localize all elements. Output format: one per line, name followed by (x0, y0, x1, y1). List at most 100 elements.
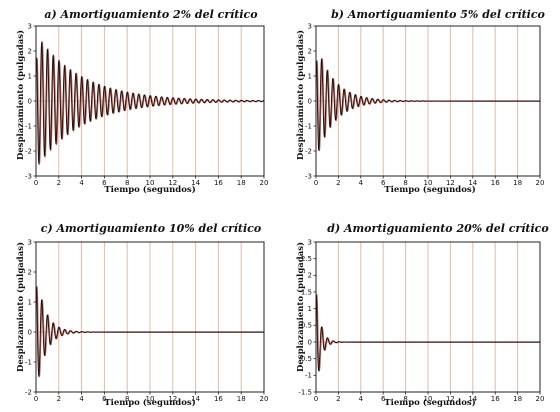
x-tick-label: 14 (191, 395, 200, 403)
x-tick-label: 18 (237, 179, 246, 187)
y-tick-label: 3 (308, 22, 312, 30)
x-axis-label: Tiempo (segundos) (384, 185, 476, 195)
x-tick-label: 8 (403, 395, 407, 403)
y-tick-label: 2 (308, 47, 312, 55)
x-tick-label: 16 (214, 395, 223, 403)
x-tick-label: 8 (403, 179, 407, 187)
x-tick-label: 16 (491, 179, 500, 187)
x-tick-label: 20 (260, 179, 269, 187)
chart-title: b) Amortiguamiento 5% del crítico (331, 8, 545, 21)
y-tick-label: -3 (305, 172, 312, 180)
series-line (35, 41, 264, 165)
series-group (315, 58, 541, 152)
chart-panel-b: b) Amortiguamiento 5% del crítico Despla… (280, 0, 560, 200)
x-tick-label: 12 (168, 395, 177, 403)
y-tick-label: -3 (25, 172, 32, 180)
y-tick-label: -1 (25, 358, 32, 366)
y-tick-label: 2 (28, 47, 32, 55)
y-tick-label: -2 (25, 388, 32, 396)
x-tick-label: 2 (336, 395, 340, 403)
chart-title: a) Amortiguamiento 2% del crítico (44, 8, 258, 21)
series-group (35, 285, 265, 378)
x-tick-label: 14 (191, 179, 200, 187)
x-tick-label: 8 (125, 395, 129, 403)
x-tick-label: 12 (168, 179, 177, 187)
series-group (35, 40, 265, 166)
plot-area: 0 2 4 6 8 10 12 14 16 18 20 3 2.5 2 1.5 1 0.5 0 -0.5 -1 -1.5 (298, 238, 545, 403)
series-group (315, 293, 541, 372)
y-tick-label: 3 (308, 238, 312, 246)
y-tick-label: -1 (305, 372, 312, 380)
y-tick-label: 1 (308, 72, 312, 80)
chart-panel-d: d) Amortiguamiento 20% del crítico Despl… (280, 206, 560, 412)
x-tick-label: 18 (513, 395, 522, 403)
x-axis-label: Tiempo (segundos) (104, 185, 196, 195)
x-tick-label: 20 (536, 395, 545, 403)
x-tick-label: 0 (34, 395, 38, 403)
x-tick-label: 6 (102, 179, 107, 187)
chart-panel-c: c) Amortiguamiento 10% del crítico Despl… (0, 206, 280, 412)
y-tick-label: -1 (25, 122, 32, 130)
y-tick-label: -2 (305, 147, 312, 155)
y-tick-label: -2 (25, 147, 32, 155)
series-line (315, 58, 540, 151)
x-tick-label: 12 (446, 395, 455, 403)
y-tick-label: 2 (28, 268, 32, 276)
series-shadow-line (315, 58, 541, 152)
x-tick-label: 0 (34, 179, 38, 187)
x-tick-label: 6 (102, 395, 107, 403)
x-tick-label: 20 (260, 395, 269, 403)
x-tick-label: 6 (381, 179, 386, 187)
x-tick-label: 2 (57, 395, 61, 403)
x-tick-label: 4 (359, 179, 364, 187)
y-tick-label: 3 (28, 22, 32, 30)
y-tick-label: -0.5 (298, 355, 312, 363)
y-tick-label: 0 (308, 97, 312, 105)
x-tick-label: 0 (314, 395, 318, 403)
x-tick-label: 8 (125, 179, 129, 187)
y-tick-label: -1 (305, 122, 312, 130)
x-tick-label: 14 (468, 395, 477, 403)
x-axis-label: Tiempo (segundos) (384, 398, 476, 408)
x-tick-label: 18 (513, 179, 522, 187)
series-shadow-line (35, 40, 265, 166)
x-tick-label: 2 (336, 179, 340, 187)
x-tick-label: 20 (536, 179, 545, 187)
series-line (35, 285, 264, 378)
y-tick-label: 1 (28, 72, 32, 80)
x-tick-label: 10 (424, 395, 433, 403)
y-tick-label: 2 (308, 272, 312, 280)
x-tick-label: 0 (314, 179, 318, 187)
x-tick-label: 2 (57, 179, 61, 187)
x-tick-label: 16 (214, 179, 223, 187)
x-tick-label: 18 (237, 395, 246, 403)
y-tick-label: 0 (28, 97, 32, 105)
y-tick-label: 0.5 (301, 322, 312, 330)
x-tick-label: 12 (446, 179, 455, 187)
chart-title: d) Amortiguamiento 20% del crítico (327, 222, 549, 235)
y-tick-label: 1.5 (301, 288, 312, 296)
x-tick-label: 4 (79, 395, 84, 403)
series-line (315, 294, 540, 372)
chart-title: c) Amortiguamiento 10% del crítico (40, 222, 262, 235)
x-tick-label: 4 (359, 395, 364, 403)
y-tick-label: 2.5 (301, 255, 312, 263)
x-tick-label: 6 (381, 395, 386, 403)
y-tick-label: -1.5 (298, 388, 312, 396)
x-tick-label: 10 (146, 395, 155, 403)
x-tick-label: 10 (424, 179, 433, 187)
x-tick-label: 16 (491, 395, 500, 403)
x-axis-label: Tiempo (segundos) (104, 398, 196, 408)
y-tick-label: 1 (28, 298, 32, 306)
x-tick-label: 10 (146, 179, 155, 187)
y-tick-label: 3 (28, 238, 32, 246)
y-tick-label: 1 (308, 305, 312, 313)
x-tick-label: 14 (468, 179, 477, 187)
y-tick-label: 0 (308, 338, 312, 346)
y-tick-label: 0 (28, 328, 32, 336)
chart-panel-a: a) Amortiguamiento 2% del crítico Despla… (0, 0, 280, 200)
series-shadow-line (315, 293, 541, 372)
